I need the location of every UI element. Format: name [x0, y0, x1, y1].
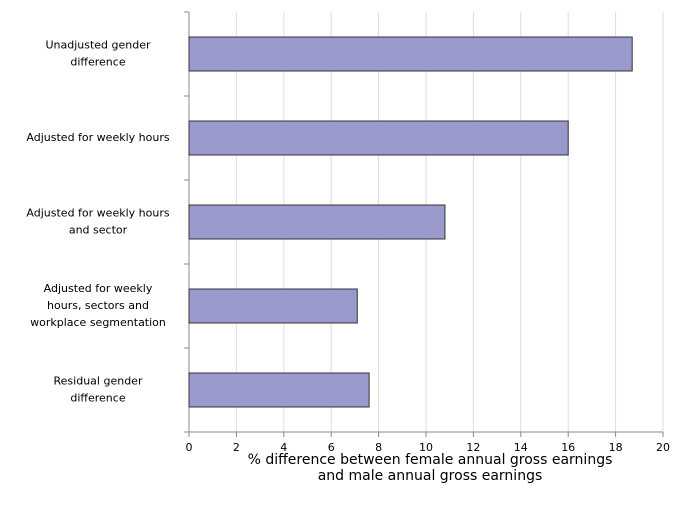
bar: [188, 372, 370, 408]
bar: [188, 288, 358, 324]
x-tick-label: 10: [419, 441, 433, 454]
x-tick-label: 4: [280, 441, 287, 454]
x-tick-label: 6: [328, 441, 335, 454]
bar: [188, 36, 633, 72]
category-label: Adjusted for weekly hours, sectors and wor…: [30, 282, 166, 329]
x-tick-label: 16: [561, 441, 575, 454]
category-label: Residual gender difference: [54, 375, 143, 405]
category-label: Adjusted for weekly hours: [26, 131, 169, 144]
x-tick-label: 12: [466, 441, 480, 454]
x-tick-label: 8: [375, 441, 382, 454]
x-tick-label: 0: [186, 441, 193, 454]
x-axis-label: % difference between female annual gross…: [248, 452, 613, 484]
bar: [188, 120, 569, 156]
x-tick-label: 18: [609, 441, 623, 454]
x-tick-label: 20: [656, 441, 670, 454]
x-tick-label: 2: [233, 441, 240, 454]
x-tick-label: 14: [514, 441, 528, 454]
category-label: Unadjusted gender difference: [45, 39, 151, 69]
category-label: Adjusted for weekly hours and sector: [26, 207, 169, 237]
bar: [188, 204, 446, 240]
